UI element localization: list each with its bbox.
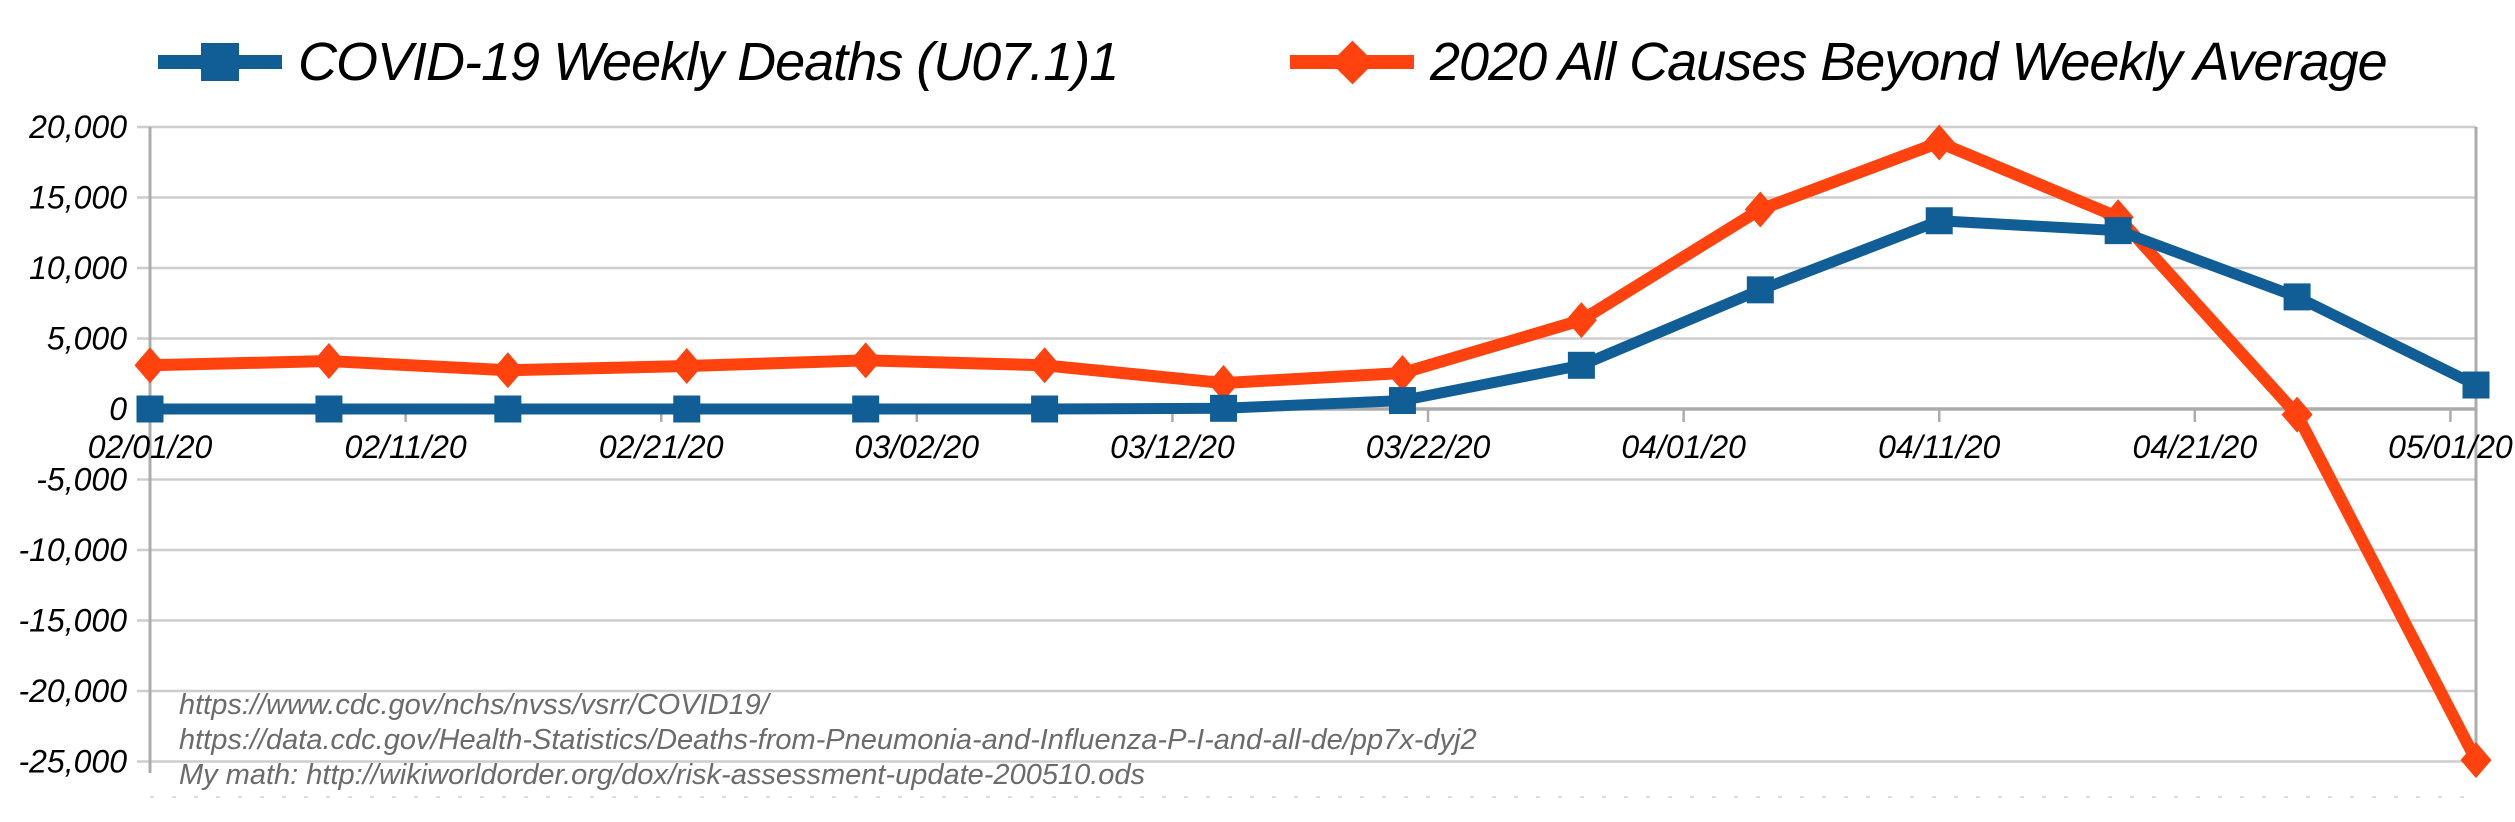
- data-point-diamond-marker: [2460, 742, 2492, 779]
- y-axis-tick-label: -20,000: [18, 673, 127, 709]
- source-links: https://www.cdc.gov/nchs/nvss/vsrr/COVID…: [179, 688, 1477, 793]
- x-axis-tick-label: 03/22/20: [1366, 429, 1491, 465]
- data-point-square-marker: [2283, 283, 2311, 311]
- data-point-square-marker: [494, 395, 522, 423]
- data-point-diamond-marker: [1565, 302, 1597, 339]
- series-line-all-causes-beyond-average: [144, 136, 2482, 767]
- y-axis-tick-label: -15,000: [18, 603, 127, 639]
- x-axis-tick-label: 04/01/20: [1621, 429, 1746, 465]
- data-point-diamond-marker: [134, 347, 166, 384]
- legend-item-all-causes-beyond-average: 2020 All Causes Beyond Weekly Average: [1290, 28, 2388, 96]
- data-point-diamond-marker: [313, 343, 345, 380]
- y-axis-tick-label: 0: [109, 391, 127, 427]
- data-point-diamond-marker: [850, 342, 882, 379]
- data-point-square-marker: [1925, 207, 1953, 235]
- legend-diamond-marker-icon: [1290, 28, 1414, 96]
- data-point-square-marker: [1388, 387, 1416, 415]
- y-axis-tick-label: 15,000: [29, 180, 127, 216]
- legend-square-marker-icon: [158, 28, 282, 96]
- data-point-square-marker: [1031, 395, 1059, 423]
- data-point-square-marker: [852, 395, 880, 423]
- y-axis-tick-label: 10,000: [29, 250, 127, 286]
- data-point-square-marker: [1567, 351, 1595, 379]
- data-point-diamond-marker: [1923, 124, 1955, 161]
- legend-item-covid-weekly-deaths: COVID-19 Weekly Deaths (U07.1)1: [158, 28, 1119, 96]
- x-axis-tick-label: 04/11/20: [1878, 429, 2000, 465]
- data-point-square-marker: [1746, 276, 1774, 304]
- x-axis-tick-label: 02/11/20: [345, 429, 467, 465]
- legend-label-all-causes-beyond-average: 2020 All Causes Beyond Weekly Average: [1430, 32, 2388, 92]
- data-point-square-marker: [2104, 217, 2132, 245]
- data-point-square-marker: [2462, 371, 2490, 399]
- data-point-square-marker: [673, 395, 701, 423]
- y-axis-tick-label: 5,000: [47, 321, 127, 357]
- legend-square-blue: [201, 43, 239, 81]
- source-link-cdc-vsrr: https://www.cdc.gov/nchs/nvss/vsrr/COVID…: [179, 689, 769, 721]
- data-point-square-marker: [136, 395, 164, 423]
- y-axis-tick-label: -5,000: [36, 462, 127, 498]
- y-axis-tick-label: -25,000: [18, 744, 127, 780]
- data-point-diamond-marker: [1386, 355, 1418, 392]
- data-point-diamond-marker: [2281, 396, 2313, 433]
- data-point-diamond-marker: [671, 347, 703, 384]
- data-point-square-marker: [1210, 394, 1238, 422]
- legend-label-covid-weekly-deaths: COVID-19 Weekly Deaths (U07.1)1: [298, 32, 1119, 92]
- data-point-square-marker: [315, 395, 343, 423]
- series-line-covid-weekly-deaths: [144, 215, 2482, 415]
- x-axis-tick-label: 03/12/20: [1110, 429, 1235, 465]
- x-axis-tick-label: 05/01/20: [2388, 429, 2513, 465]
- source-link-my-math: My math: http://wikiworldorder.org/dox/r…: [179, 759, 1146, 791]
- data-point-diamond-marker: [1029, 347, 1061, 384]
- x-axis-tick-label: 02/01/20: [88, 429, 213, 465]
- y-axis-tick-label: -10,000: [18, 532, 127, 568]
- data-point-diamond-marker: [1744, 191, 1776, 228]
- x-axis-tick-label: 02/21/20: [599, 429, 724, 465]
- y-axis-tick-label: 20,000: [28, 109, 127, 145]
- x-axis-tick-label: 03/02/20: [855, 429, 980, 465]
- data-point-diamond-marker: [492, 352, 524, 389]
- source-link-cdc-data: https://data.cdc.gov/Health-Statistics/D…: [179, 724, 1477, 756]
- data-point-diamond-marker: [1208, 365, 1240, 402]
- x-axis-tick-label: 04/21/20: [2133, 429, 2258, 465]
